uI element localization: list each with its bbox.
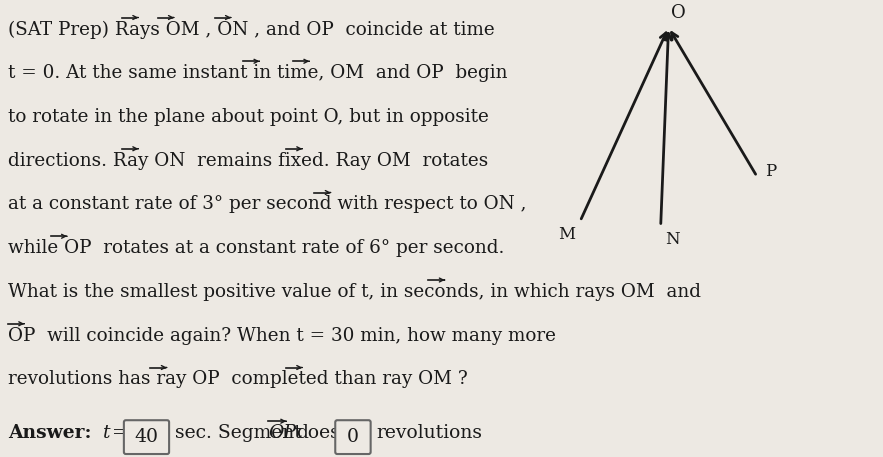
- Text: t = 0. At the same instant in time, OM  and OP  begin: t = 0. At the same instant in time, OM a…: [8, 64, 508, 82]
- Text: sec. Segment: sec. Segment: [175, 424, 302, 442]
- Text: O: O: [671, 5, 686, 22]
- Text: t: t: [103, 424, 110, 442]
- Text: 0: 0: [347, 428, 359, 446]
- Text: revolutions: revolutions: [376, 424, 482, 442]
- Text: =: =: [112, 424, 128, 442]
- Text: OP: OP: [268, 424, 297, 442]
- Text: revolutions has ray OP  completed than ray OM ?: revolutions has ray OP completed than ra…: [8, 371, 468, 388]
- Text: N: N: [666, 231, 680, 248]
- Text: at a constant rate of 3° per second with respect to ON ,: at a constant rate of 3° per second with…: [8, 196, 526, 213]
- Text: 40: 40: [134, 428, 158, 446]
- Text: directions. Ray ON  remains fixed. Ray OM  rotates: directions. Ray ON remains fixed. Ray OM…: [8, 152, 488, 170]
- Text: does: does: [296, 424, 340, 442]
- Text: Answer:: Answer:: [8, 424, 91, 442]
- Text: M: M: [558, 226, 575, 243]
- Text: while OP  rotates at a constant rate of 6° per second.: while OP rotates at a constant rate of 6…: [8, 239, 504, 257]
- Text: OP  will coincide again? When t = 30 min, how many more: OP will coincide again? When t = 30 min,…: [8, 327, 556, 345]
- FancyBboxPatch shape: [336, 420, 371, 454]
- Text: P: P: [765, 163, 776, 180]
- Text: to rotate in the plane about point O, but in opposite: to rotate in the plane about point O, bu…: [8, 108, 488, 126]
- Text: What is the smallest positive value of t, in seconds, in which rays OM  and: What is the smallest positive value of t…: [8, 283, 701, 301]
- Text: (SAT Prep) Rays OM , ON , and OP  coincide at time: (SAT Prep) Rays OM , ON , and OP coincid…: [8, 21, 494, 39]
- FancyBboxPatch shape: [124, 420, 170, 454]
